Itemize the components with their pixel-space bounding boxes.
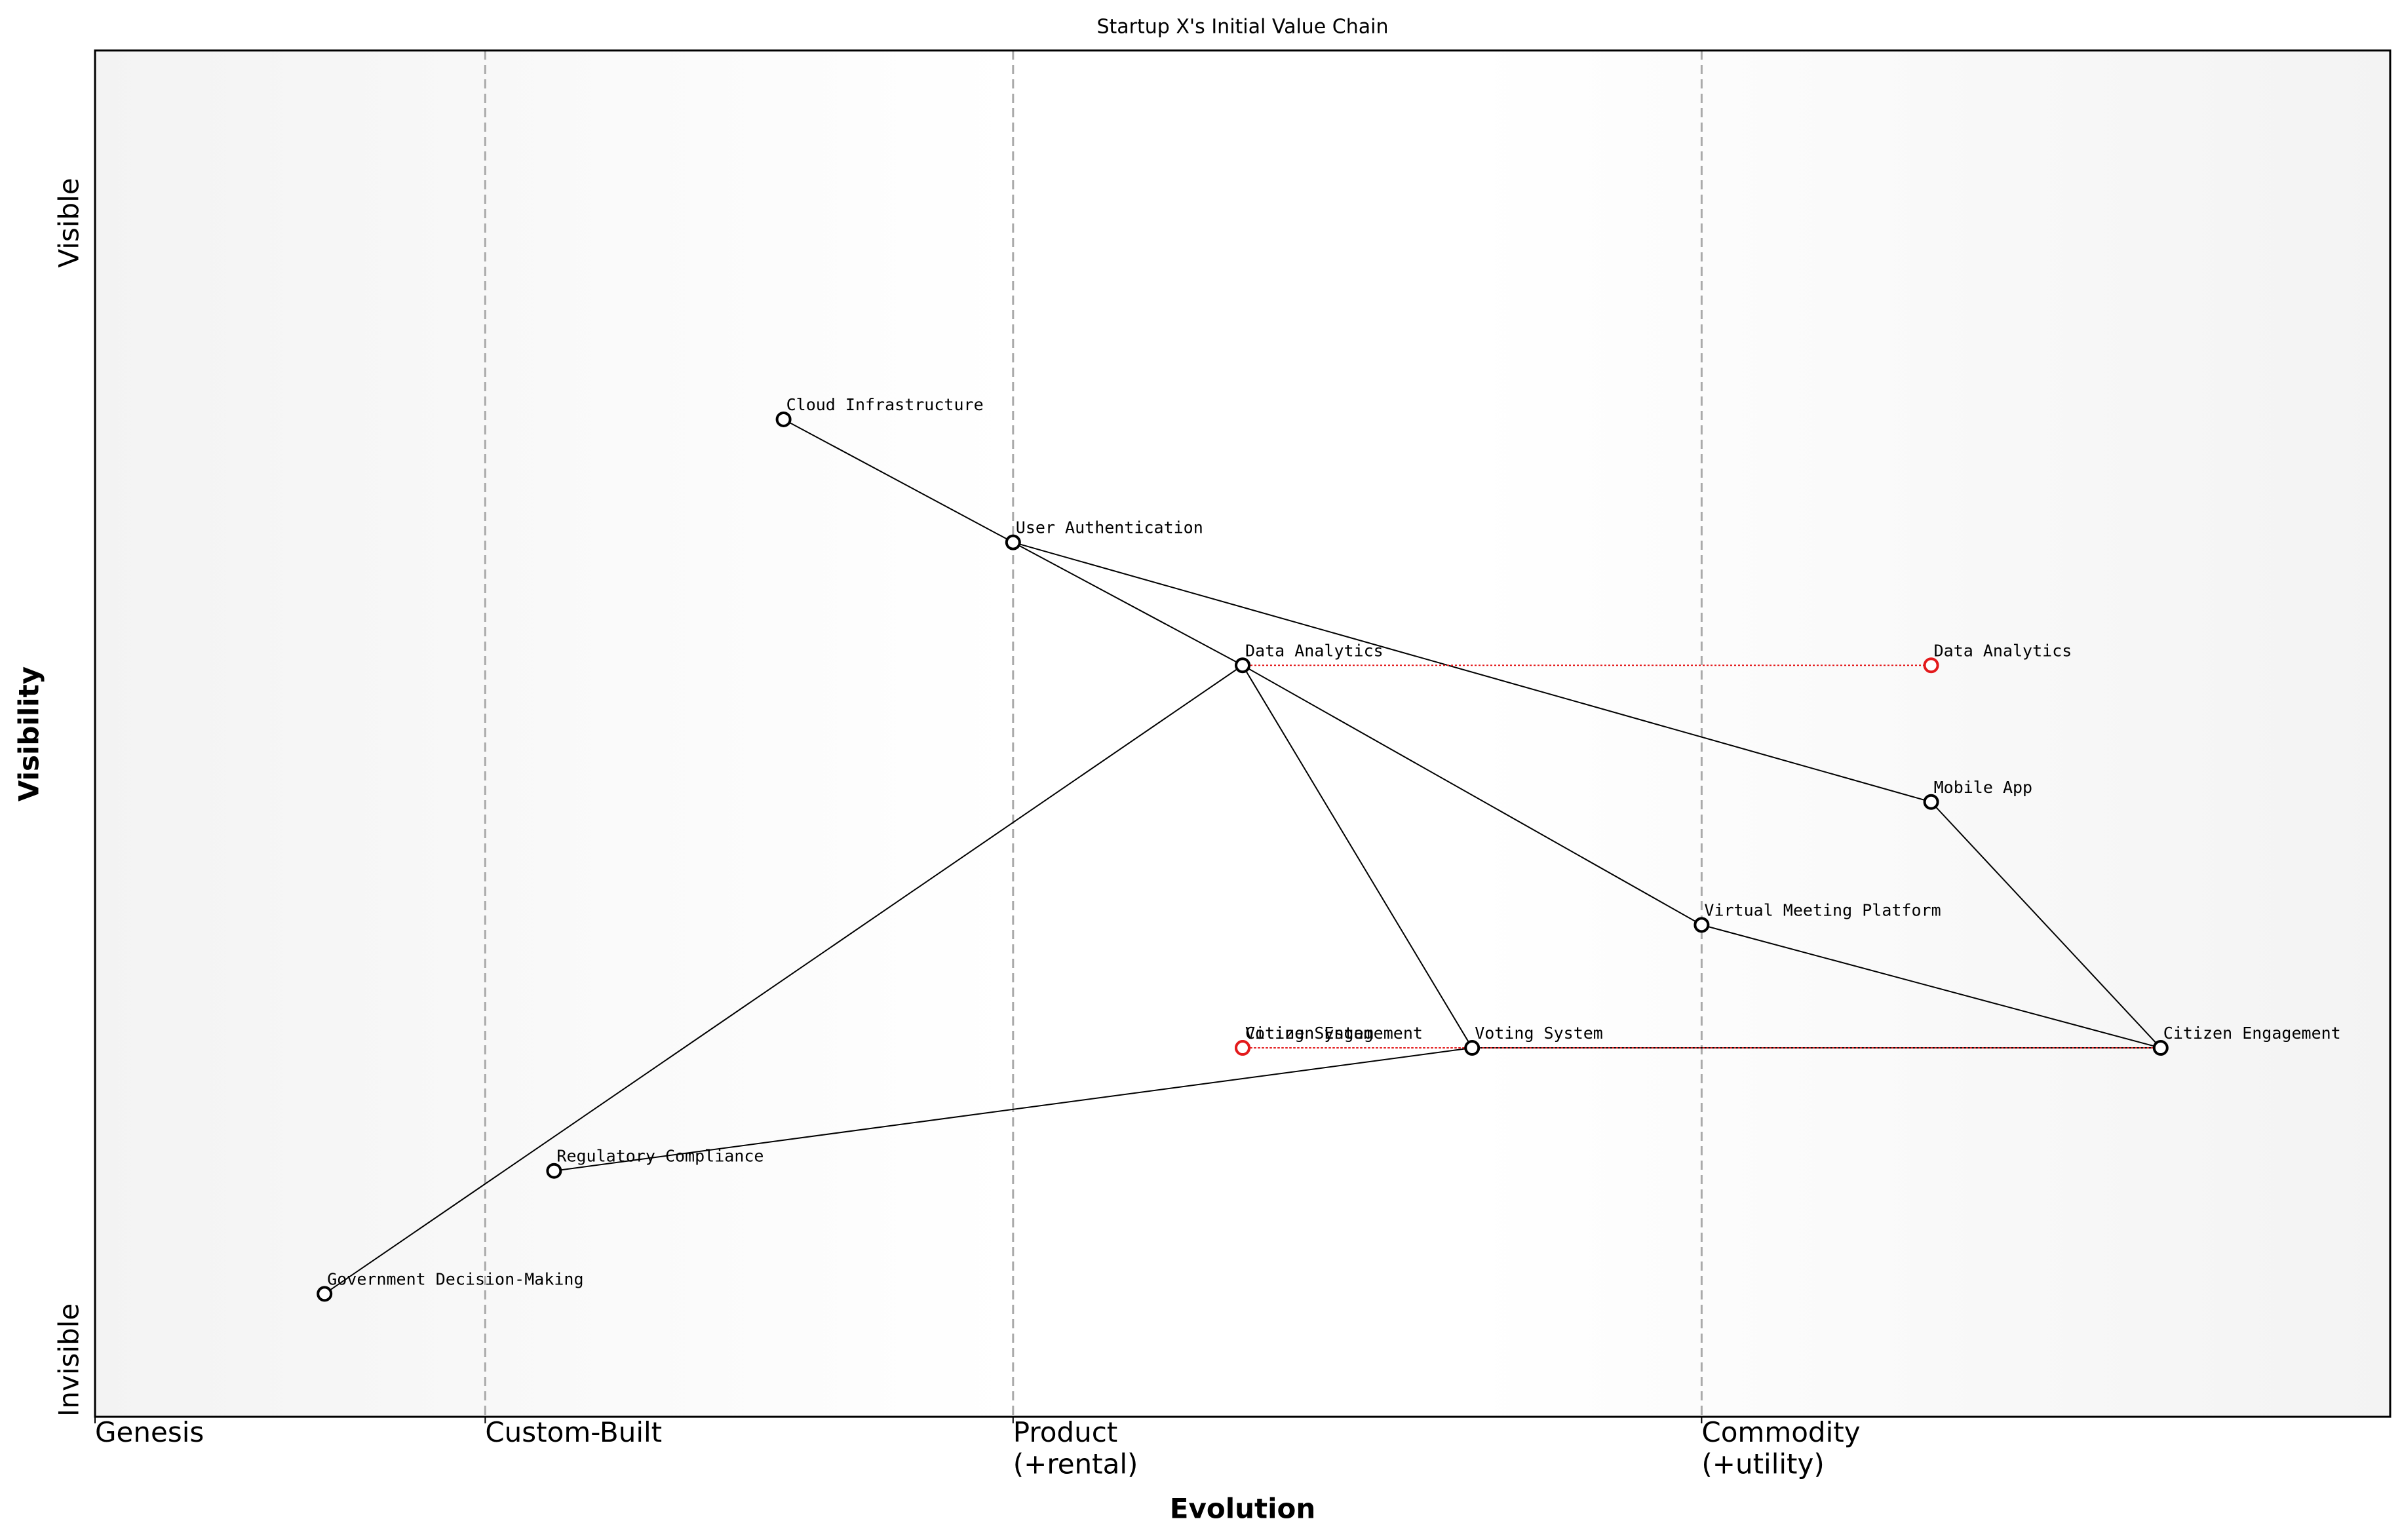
link — [1013, 541, 1243, 666]
x-axis-title: Evolution — [1170, 1493, 1315, 1525]
plot-frame — [94, 49, 2391, 1418]
evolved-component-label: Citizen Engagement — [1245, 1024, 1423, 1043]
component — [2152, 1040, 2169, 1056]
component-label: Mobile App — [1934, 778, 2033, 797]
x-tick-label: Commodity (+utility) — [1701, 1416, 1860, 1480]
component-label: Government Decision-Making — [327, 1269, 583, 1288]
component-label: Voting System — [1475, 1024, 1603, 1043]
evolved-component — [1923, 657, 1939, 674]
component — [1235, 657, 1250, 674]
component-label: Citizen Engagement — [2163, 1024, 2341, 1043]
link — [1242, 664, 1473, 1049]
x-tick-label: Product (+rental) — [1013, 1416, 1138, 1480]
y-end-label: Visible — [53, 178, 85, 267]
component — [1923, 794, 1939, 810]
component — [1005, 534, 1021, 550]
component-label: Cloud Infrastructure — [786, 395, 984, 414]
chart-title: Startup X's Initial Value Chain — [1096, 16, 1388, 39]
component — [1464, 1040, 1481, 1056]
link — [1930, 801, 2161, 1049]
link — [1013, 541, 1931, 803]
component-label: User Authentication — [1016, 518, 1203, 537]
component-label: Regulatory Compliance — [556, 1147, 764, 1166]
link — [554, 1047, 1473, 1172]
link — [1242, 664, 1702, 926]
component — [317, 1286, 333, 1302]
plot-background — [95, 50, 2390, 1417]
x-tick-label: Genesis — [95, 1416, 204, 1448]
y-end-label: Invisible — [53, 1303, 85, 1417]
component-label: Virtual Meeting Platform — [1704, 900, 1941, 919]
x-tick-label: Custom-Built — [485, 1416, 662, 1448]
evolved-component-label: Voting System — [1245, 1024, 1374, 1043]
link — [1701, 924, 2161, 1049]
evolved-component — [1235, 1040, 1250, 1056]
component-label: Data Analytics — [1245, 641, 1384, 660]
component — [775, 411, 792, 427]
y-axis-title: Visibility — [13, 666, 45, 801]
evolved-component-label: Data Analytics — [1934, 641, 2072, 660]
component — [546, 1163, 562, 1179]
component — [1694, 917, 1710, 933]
link — [783, 419, 1014, 543]
link — [324, 664, 1243, 1295]
